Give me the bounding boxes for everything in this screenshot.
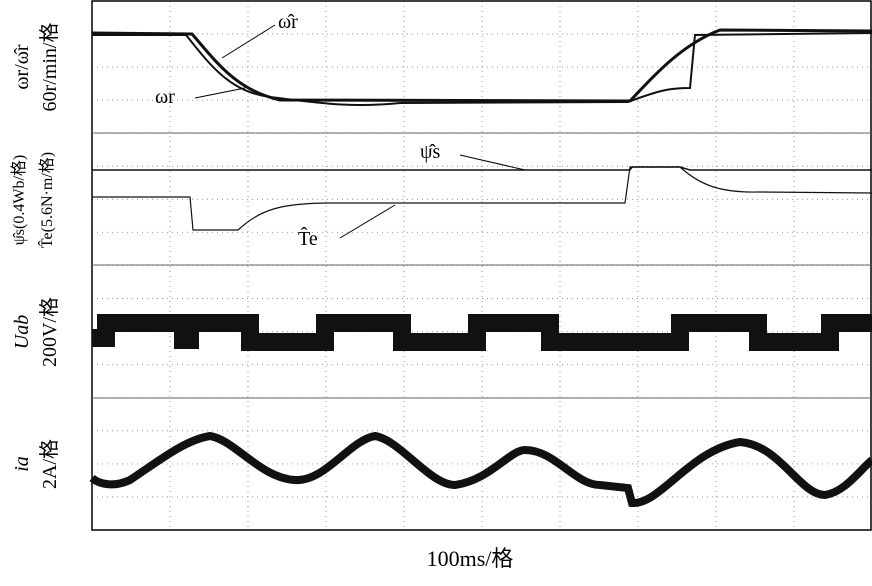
torque-wave bbox=[92, 166, 872, 231]
annotation: ω̂r bbox=[278, 11, 298, 33]
panel-label: ia bbox=[11, 456, 33, 472]
panel-scale: 2A/格 bbox=[38, 439, 61, 489]
panel-scale: T̂e(5.6N·m/格) bbox=[37, 152, 56, 248]
voltage-wave bbox=[92, 314, 872, 351]
speed-estimated-wave bbox=[91, 28, 872, 103]
speed-actual-wave bbox=[92, 32, 872, 107]
annotation: ψ̂s bbox=[420, 141, 441, 163]
annotation: T̂e bbox=[298, 226, 318, 250]
panel-scale: 200V/格 bbox=[38, 297, 61, 367]
panel-label: ωr/ω̂r bbox=[11, 44, 33, 90]
pointer bbox=[194, 87, 246, 99]
panel-label: Uab bbox=[11, 315, 33, 349]
panel-scale: 60r/min/格 bbox=[38, 23, 61, 112]
panel-label: ψ̂s(0.4Wb/格) bbox=[10, 155, 28, 245]
current-wave bbox=[89, 431, 872, 507]
x-label: 100ms/格 bbox=[427, 546, 514, 571]
grid bbox=[92, 1, 871, 530]
flux-wave bbox=[92, 166, 872, 171]
annotation: ωr bbox=[155, 86, 175, 108]
pointer bbox=[459, 154, 526, 171]
pointer bbox=[221, 24, 276, 59]
pointer bbox=[339, 204, 396, 239]
